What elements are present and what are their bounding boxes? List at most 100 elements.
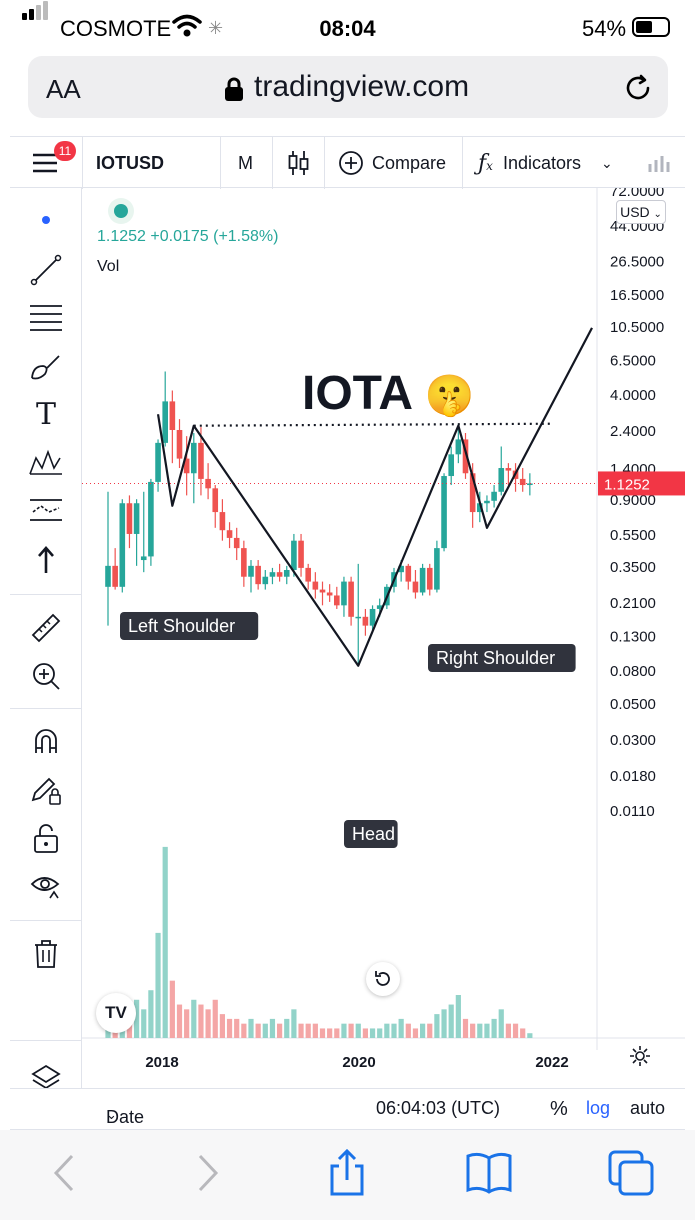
interval-button[interactable]: M bbox=[238, 152, 253, 173]
compare-button[interactable]: Compare bbox=[338, 137, 446, 189]
candle-body bbox=[241, 548, 247, 577]
left-shoulder-label: Left Shoulder bbox=[120, 612, 259, 640]
volume-bar bbox=[405, 1023, 411, 1038]
zoom-tool[interactable] bbox=[26, 656, 66, 696]
brush-tool[interactable] bbox=[26, 346, 66, 386]
chevron-down-icon: ⌄ bbox=[653, 209, 662, 220]
magnet-tool[interactable] bbox=[26, 722, 66, 762]
candle-body bbox=[269, 572, 276, 577]
back-icon[interactable] bbox=[40, 1148, 90, 1198]
share-icon[interactable] bbox=[322, 1148, 372, 1198]
candle-body bbox=[355, 616, 362, 619]
brush-icon bbox=[31, 355, 60, 380]
volume-bar bbox=[477, 1023, 483, 1038]
menu-button[interactable]: 11 bbox=[32, 137, 76, 189]
forward-icon[interactable] bbox=[182, 1148, 232, 1198]
volume-bar bbox=[441, 1009, 447, 1038]
lock-drawing-tool[interactable] bbox=[26, 770, 66, 810]
volume-bar bbox=[234, 1018, 240, 1038]
volume-bar bbox=[369, 1028, 376, 1038]
time-axis-label: 2018 bbox=[145, 1054, 178, 1071]
arrow-up-icon bbox=[38, 546, 54, 573]
auto-toggle[interactable]: auto bbox=[630, 1098, 666, 1118]
text-tool[interactable]: T bbox=[26, 394, 66, 434]
symbol-button[interactable]: IOTUSD bbox=[96, 152, 165, 173]
candle-body bbox=[491, 491, 497, 501]
volume-label: Vol bbox=[97, 258, 120, 275]
candle-body bbox=[262, 576, 269, 585]
volume-bar bbox=[341, 1023, 347, 1038]
log-toggle[interactable]: log bbox=[586, 1098, 611, 1118]
currency-label: USD bbox=[620, 204, 650, 220]
volume-bar bbox=[470, 1023, 476, 1038]
price-axis-label: 72.0000 bbox=[610, 188, 664, 200]
volume-bar bbox=[248, 1018, 254, 1038]
candle-body bbox=[405, 565, 412, 582]
candle-body bbox=[176, 429, 183, 459]
price-axis-label: 0.0500 bbox=[610, 696, 656, 713]
reload-icon[interactable] bbox=[622, 72, 654, 104]
candle-body bbox=[283, 570, 290, 577]
utc-clock[interactable]: 06:04:03 (UTC) bbox=[376, 1098, 501, 1118]
price-axis-label: 0.0800 bbox=[610, 663, 656, 680]
candle-body bbox=[312, 581, 319, 590]
price-axis-label: 0.0180 bbox=[610, 768, 656, 785]
volume-bar bbox=[484, 1023, 490, 1038]
candle-body bbox=[527, 483, 533, 486]
indicators-button[interactable]: ƒx Indicators ⌄ bbox=[478, 137, 613, 189]
url-text[interactable]: tradingview.com bbox=[254, 70, 470, 103]
candle-body bbox=[448, 454, 454, 477]
head-label: Head bbox=[344, 820, 398, 848]
candle-body bbox=[255, 565, 261, 585]
candle-body bbox=[419, 567, 426, 593]
chart-type-button[interactable] bbox=[288, 137, 310, 189]
dot-icon bbox=[42, 216, 50, 224]
candle-body bbox=[376, 605, 383, 609]
currency-selector[interactable]: USD ⌄ bbox=[616, 200, 666, 224]
candle-body bbox=[148, 481, 154, 557]
ruler-tool[interactable] bbox=[26, 608, 66, 648]
volume-bar bbox=[291, 1009, 297, 1038]
wifi-icon bbox=[172, 14, 202, 37]
candle-body bbox=[398, 565, 404, 573]
price-chart[interactable]: 72.000044.000026.500016.500010.50006.500… bbox=[82, 188, 685, 1088]
volume-bar bbox=[434, 1014, 440, 1038]
hide-drawings-tool[interactable] bbox=[26, 866, 66, 906]
address-bar[interactable]: AA tradingview.com bbox=[28, 56, 668, 118]
candle-body bbox=[119, 503, 126, 587]
lock-all-tool[interactable] bbox=[26, 818, 66, 858]
reset-scale-button[interactable] bbox=[366, 962, 400, 996]
percent-toggle[interactable]: % bbox=[550, 1098, 568, 1120]
delete-tool[interactable] bbox=[26, 934, 66, 974]
fib-tool[interactable] bbox=[26, 298, 66, 338]
more-button[interactable] bbox=[648, 137, 670, 189]
chart-settings-button[interactable] bbox=[628, 1044, 652, 1073]
pencil-lock-icon bbox=[31, 777, 61, 805]
volume-bar bbox=[184, 1009, 190, 1038]
forecast-tool[interactable] bbox=[26, 490, 66, 530]
volume-bar bbox=[512, 1023, 519, 1038]
neckline-dotted bbox=[193, 422, 553, 427]
pattern-tool[interactable] bbox=[26, 442, 66, 482]
chart-pane[interactable]: 72.0000 44.0000 26.5000 16.5000 10.5000 6.500… bbox=[82, 188, 685, 1088]
candle-body bbox=[112, 565, 118, 587]
tabs-icon[interactable] bbox=[606, 1148, 656, 1198]
price-axis-label: 16.5000 bbox=[610, 287, 664, 304]
head-label-box bbox=[344, 820, 398, 848]
text-size-button[interactable]: AA bbox=[46, 74, 81, 104]
crosshair-tool[interactable] bbox=[26, 200, 66, 240]
trend-line-tool[interactable] bbox=[26, 250, 66, 290]
ohlc-values: 1.1252 +0.0175 (+1.58%) bbox=[97, 228, 279, 245]
bookmarks-icon[interactable] bbox=[464, 1148, 514, 1198]
volume-bar bbox=[241, 1023, 247, 1038]
volume-bar bbox=[141, 1009, 147, 1038]
reset-icon bbox=[375, 971, 390, 986]
volume-bar bbox=[298, 1023, 304, 1038]
long-position-tool[interactable] bbox=[26, 540, 66, 580]
candle-body bbox=[305, 567, 311, 582]
candle-body bbox=[334, 595, 340, 606]
last-price-label: 1.1252 bbox=[604, 476, 650, 493]
volume-bar bbox=[412, 1028, 419, 1038]
volume-bar bbox=[226, 1018, 233, 1038]
volume-bar bbox=[334, 1028, 340, 1038]
